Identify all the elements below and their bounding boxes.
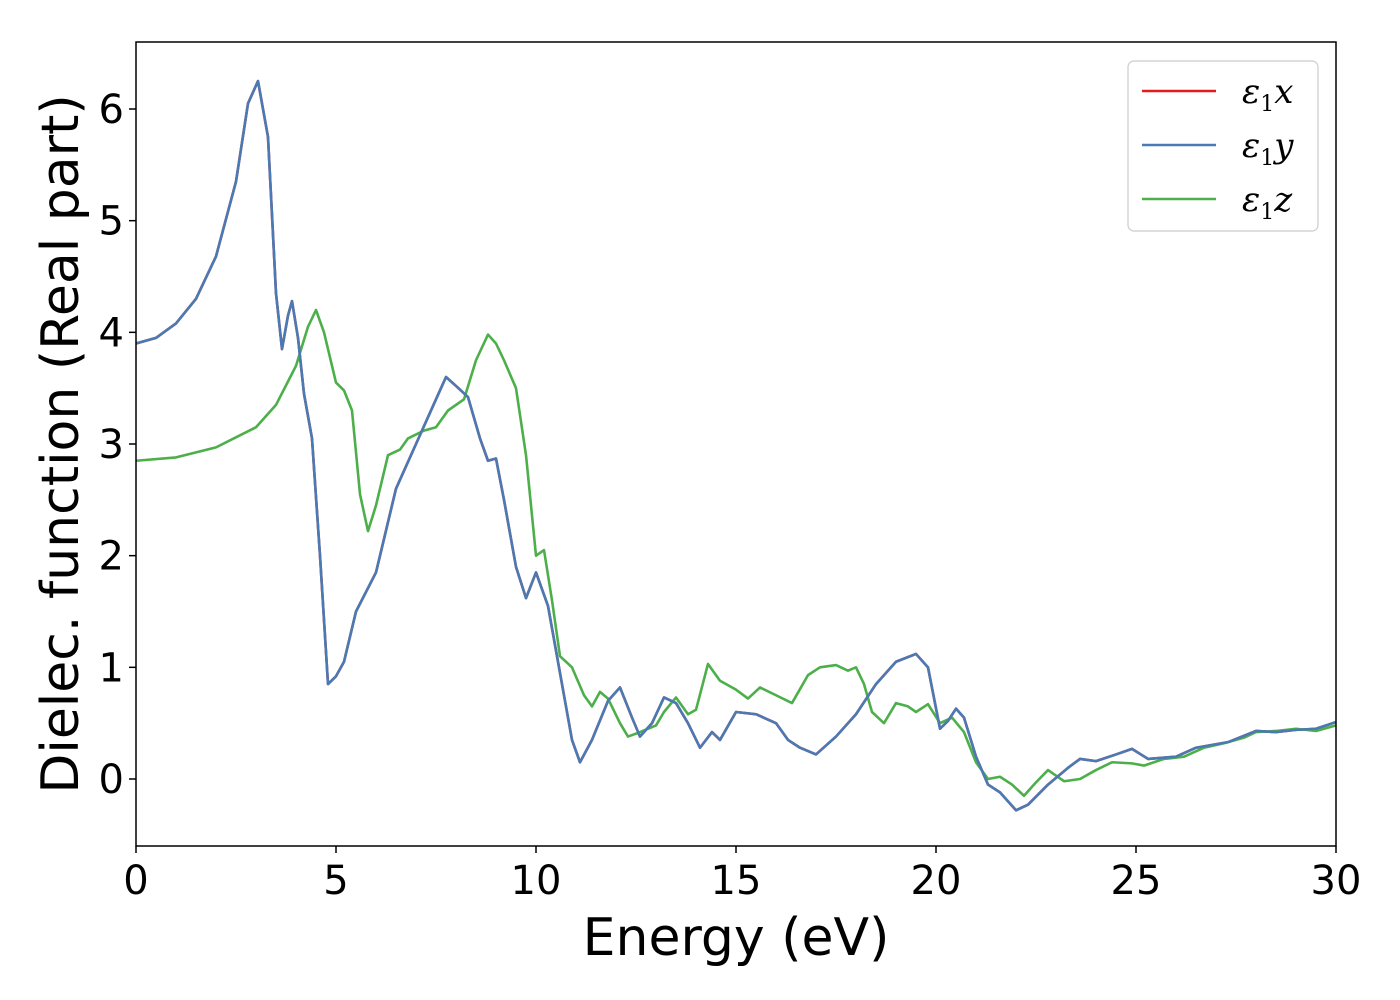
y-axis-ticks: 0 1 2 3 4 5 6 [99, 87, 136, 803]
y-tick-label: 3 [99, 422, 124, 468]
legend-label-x: ε1x [1242, 72, 1293, 117]
x-tick-label: 30 [1311, 858, 1362, 904]
legend-box [1127, 60, 1319, 232]
legend-label-z: ε1z [1242, 180, 1293, 225]
x-tick-label: 0 [123, 858, 148, 904]
x-tick-label: 10 [511, 858, 562, 904]
x-tick-label: 5 [323, 858, 348, 904]
series-layer [136, 79, 1336, 812]
x-tick-label: 25 [1111, 858, 1162, 904]
x-tick-label: 15 [711, 858, 762, 904]
y-tick-label: 4 [99, 310, 124, 356]
y-tick-label: 6 [99, 87, 124, 133]
legend-label-y: ε1y [1242, 126, 1294, 171]
plot-area-frame [135, 41, 1337, 847]
x-tick-label: 20 [911, 858, 962, 904]
legend: ε1x ε1y ε1z [1127, 60, 1319, 232]
y-tick-label: 2 [99, 534, 124, 580]
series-line-z [136, 308, 1336, 798]
y-axis-label: Dielec. function (Real part) [31, 94, 91, 793]
y-tick-label: 1 [99, 645, 124, 691]
series-line-y [136, 79, 1336, 812]
x-axis-label: Energy (eV) [583, 908, 890, 968]
y-tick-label: 5 [99, 199, 124, 245]
y-tick-label: 0 [99, 757, 124, 803]
x-axis-ticks: 0 5 10 15 20 25 30 [123, 846, 1361, 904]
